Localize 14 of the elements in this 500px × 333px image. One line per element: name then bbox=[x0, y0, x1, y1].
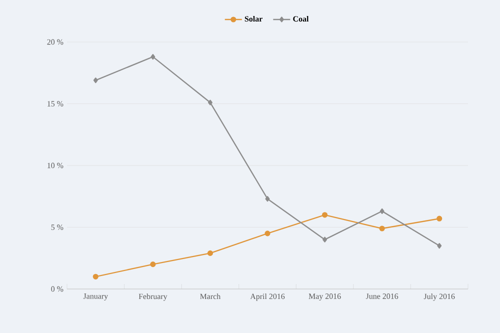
point bbox=[208, 100, 212, 106]
point bbox=[437, 242, 442, 249]
point bbox=[380, 208, 384, 214]
point bbox=[150, 54, 156, 60]
point bbox=[264, 230, 270, 236]
point bbox=[150, 262, 156, 268]
point bbox=[92, 274, 98, 280]
point bbox=[379, 226, 385, 232]
point bbox=[322, 212, 328, 218]
point bbox=[207, 250, 214, 256]
point bbox=[322, 236, 328, 242]
point bbox=[436, 216, 442, 222]
point bbox=[265, 196, 270, 202]
point bbox=[93, 77, 98, 84]
